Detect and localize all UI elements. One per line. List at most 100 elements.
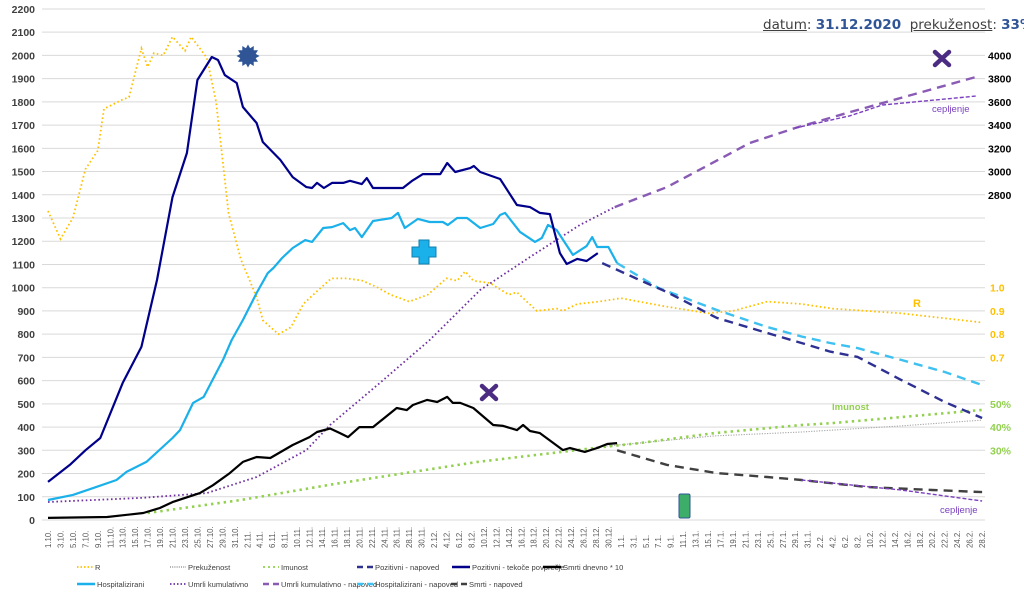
series-line-hospitalizirani-napoved: [616, 262, 983, 387]
legend-label: Umrli kumulativno - napoved: [281, 579, 378, 589]
x-tick-label: 22.11.: [368, 527, 377, 548]
r-axis-tick-label: 0.7: [990, 352, 1005, 364]
prevalence-value: 33%: [1001, 17, 1024, 33]
x-tick-label: 21.1.: [741, 531, 750, 548]
y-tick-label: 100: [17, 492, 35, 504]
series-line-R: [47, 35, 983, 336]
x-tick-label: 6.12.: [455, 531, 464, 548]
legend-item-smrti: Smrti dnevno * 10: [543, 562, 623, 572]
x-tick-label: 19.10.: [156, 526, 165, 548]
series-line-smrti-cepljenje: [801, 479, 983, 502]
legend-item-umrli: Umrli kumulativno: [170, 579, 248, 589]
legend-item-pozitivni: Pozitivni - tekoče povprečje: [452, 562, 564, 572]
y-tick-label: 800: [17, 329, 35, 341]
pct-axis-tick-label: 50%: [990, 399, 1012, 411]
y-tick-label: 1800: [12, 97, 36, 109]
y2-tick-label: 2800: [988, 190, 1012, 202]
pct-axis-tick-label: 30%: [990, 445, 1012, 457]
annotation-cepljenje-top: cepljenje: [932, 104, 970, 115]
death-x-icon: [932, 49, 952, 68]
x-tick-label: 22.2.: [941, 531, 950, 548]
legend-item-pozitivni-napoved: Pozitivni - napoved: [357, 562, 439, 572]
r-axis-tick-label: 1.0: [990, 283, 1005, 295]
y2-tick-label: 3800: [988, 74, 1012, 86]
series-line-prekuzenost: [595, 419, 983, 448]
x-tick-label: 12.12.: [492, 526, 501, 548]
x-tick-label: 17.10.: [144, 526, 153, 548]
x-tick-label: 15.10.: [131, 526, 140, 548]
x-tick-label: 29.10.: [218, 526, 227, 548]
x-tick-label: 26.11.: [393, 527, 402, 548]
x-tick-label: 25.10.: [193, 526, 202, 548]
legend-swatch: [170, 583, 186, 585]
x-tick-label: 8.2.: [854, 535, 863, 548]
x-tick-label: 14.2.: [891, 531, 900, 548]
y-tick-label: 1300: [12, 213, 36, 225]
y-tick-label: 1900: [12, 74, 36, 86]
series-line-smrti-napoved: [616, 449, 983, 494]
x-tick-label: 20.11.: [355, 527, 364, 548]
x-tick-label: 22.12.: [555, 526, 564, 548]
series-line-pozitivni-napoved: [601, 262, 983, 420]
legend-item-hospitalizirani-napoved: Hospitalizirani - napoved: [357, 579, 458, 589]
header-status: datum: 31.12.2020 prekuženost: 33%: [763, 17, 1024, 33]
hospital-cross-icon: [411, 239, 437, 265]
y-tick-label: 500: [17, 399, 35, 411]
y-tick-label: 1400: [12, 190, 36, 202]
x-tick-label: 21.10.: [169, 526, 178, 548]
legend-label: Hospitalizirani: [97, 579, 145, 589]
y-tick-label: 1000: [12, 283, 36, 295]
x-tick-label: 1.1.: [617, 535, 626, 548]
x-tick-label: 2.11.: [243, 531, 252, 548]
y-tick-label: 2000: [12, 50, 36, 62]
pct-axis-tick-label: 40%: [990, 422, 1012, 434]
y-tick-label: 1100: [12, 259, 35, 271]
x-tick-label: 24.2.: [953, 531, 962, 548]
annotation-imunost: Imunost: [832, 402, 870, 413]
x-tick-label: 7.10.: [81, 531, 90, 548]
x-tick-label: 2.12.: [430, 531, 439, 548]
x-tick-label: 16.12.: [517, 526, 526, 548]
x-tick-label: 16.2.: [903, 531, 912, 548]
x-tick-label: 26.12.: [580, 526, 589, 548]
y-tick-label: 1700: [12, 120, 36, 132]
x-tick-label: 17.1.: [717, 531, 726, 548]
legend-label: Imunost: [281, 562, 309, 572]
legend-swatch: [452, 565, 470, 569]
r-axis-tick-label: 0.9: [990, 306, 1005, 318]
legend-item-prekuzenost: Prekuženost: [170, 562, 230, 572]
legend-item-smrti-napoved: Smrti - napoved: [451, 579, 523, 589]
legend-item-R: R: [77, 562, 100, 572]
legend-label: Pozitivni - tekoče povprečje: [472, 562, 565, 572]
x-tick-label: 12.2.: [878, 531, 887, 548]
legend-swatch: [357, 582, 373, 586]
annotation-r: R: [913, 298, 921, 310]
legend-swatch: [170, 566, 186, 568]
x-tick-label: 4.12.: [443, 531, 452, 548]
x-tick-label: 1.10.: [44, 531, 53, 548]
x-tick-label: 15.1.: [704, 531, 713, 548]
x-tick-label: 8.11.: [281, 531, 290, 548]
legend-label: Smrti dnevno * 10: [563, 562, 624, 572]
x-tick-label: 13.10.: [119, 526, 128, 548]
y-tick-label: 1200: [12, 236, 36, 248]
legend-label: Hospitalizirani - napoved: [375, 579, 459, 589]
x-tick-label: 31.10.: [231, 526, 240, 548]
legend-swatch: [77, 582, 95, 586]
y2-tick-label: 4000: [988, 50, 1012, 62]
x-tick-label: 11.10.: [106, 527, 115, 548]
x-tick-label: 18.11.: [343, 527, 352, 548]
legend-swatch: [357, 565, 373, 569]
legend-item-umrli-napoved: Umrli kumulativno - napoved: [263, 579, 377, 589]
x-tick-label: 28.12.: [592, 526, 601, 548]
x-tick-label: 4.2.: [829, 535, 838, 548]
series-line-hospitalizirani: [47, 211, 619, 502]
legend-label: Pozitivni - napoved: [375, 562, 440, 572]
x-tick-label: 26.2.: [966, 531, 975, 548]
legend-swatch: [263, 582, 279, 586]
y-tick-label: 200: [17, 469, 35, 481]
x-tick-label: 29.1.: [791, 531, 800, 548]
x-tick-label: 30.12.: [604, 526, 613, 548]
death-x-icon: [479, 383, 499, 402]
x-tick-label: 4.11.: [256, 531, 265, 548]
